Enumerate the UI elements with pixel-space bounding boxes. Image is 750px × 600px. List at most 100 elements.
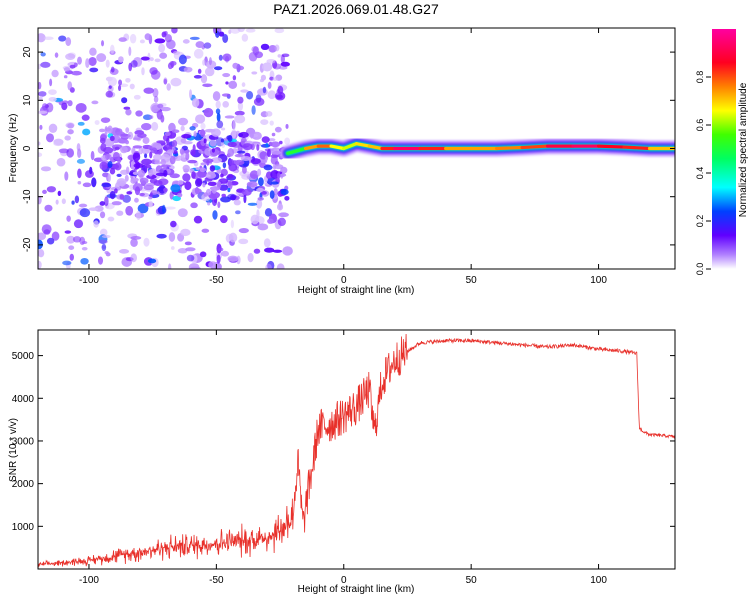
noise-blob xyxy=(190,266,201,269)
noise-blob xyxy=(108,85,112,89)
noise-blob xyxy=(38,33,46,43)
noise-blob xyxy=(100,117,111,124)
noise-blob xyxy=(186,254,195,262)
noise-blob xyxy=(282,246,293,256)
noise-blob xyxy=(125,77,131,83)
noise-blob xyxy=(73,219,84,229)
noise-blob xyxy=(140,56,150,61)
noise-blob xyxy=(195,41,205,48)
cluster-blob xyxy=(132,137,141,141)
noise-blob xyxy=(267,90,276,100)
noise-blob xyxy=(216,112,221,122)
cluster-blob xyxy=(99,161,108,171)
noise-blob xyxy=(77,168,82,179)
colorbar-tick-label: 0.2 xyxy=(695,215,705,228)
cluster-blob xyxy=(256,168,262,177)
noise-blob xyxy=(178,54,187,65)
noise-blob xyxy=(66,148,75,158)
noise-blob xyxy=(170,77,182,87)
cluster-blob xyxy=(116,178,127,187)
noise-blob xyxy=(64,135,72,141)
noise-blob xyxy=(222,72,231,78)
cluster-blob xyxy=(113,188,118,194)
cluster-blob xyxy=(149,192,153,198)
cluster-blob xyxy=(132,171,139,176)
noise-blob xyxy=(64,171,69,181)
noise-blob xyxy=(274,126,282,133)
cluster-blob xyxy=(203,138,207,144)
cluster-blob xyxy=(227,173,234,179)
noise-blob xyxy=(134,197,139,203)
noise-blob xyxy=(88,56,97,66)
noise-blob xyxy=(99,211,106,219)
cluster-blob xyxy=(211,148,215,153)
noise-blob xyxy=(177,117,189,126)
noise-blob xyxy=(118,249,130,254)
noise-blob xyxy=(233,199,241,206)
cluster-blob xyxy=(99,137,106,144)
noise-blob xyxy=(166,83,171,91)
noise-blob xyxy=(41,224,52,235)
noise-blob xyxy=(67,129,74,135)
noise-blob xyxy=(149,57,154,62)
noise-blob xyxy=(269,120,274,126)
cluster-blob xyxy=(200,129,206,138)
cluster-blob xyxy=(134,186,141,196)
noise-blob xyxy=(77,121,85,126)
cluster-blob xyxy=(103,146,114,154)
noise-blob xyxy=(195,114,206,124)
noise-blob xyxy=(63,67,70,72)
noise-blob xyxy=(207,201,211,206)
noise-blob xyxy=(193,215,203,224)
y-tick-label: -10 xyxy=(22,189,33,204)
cluster-blob xyxy=(284,195,290,201)
noise-blob xyxy=(260,43,270,51)
noise-blob xyxy=(157,103,164,109)
cluster-blob xyxy=(269,190,275,199)
noise-blob xyxy=(69,253,74,261)
cluster-blob xyxy=(105,153,112,160)
noise-blob xyxy=(149,115,154,119)
noise-blob xyxy=(278,66,288,70)
cluster-blob xyxy=(171,129,180,134)
cluster-blob xyxy=(120,133,129,137)
noise-blob xyxy=(38,232,47,241)
cluster-blob xyxy=(109,190,116,200)
noise-blob xyxy=(246,90,254,100)
x-tick-label: 100 xyxy=(590,575,607,586)
noise-blob xyxy=(203,42,212,49)
colorbar-label: Normalized spectral amplitude xyxy=(738,82,749,217)
noise-blob xyxy=(168,232,176,242)
noise-blob xyxy=(128,46,132,57)
noise-blob xyxy=(227,255,239,262)
noise-blob xyxy=(116,210,124,216)
noise-blob xyxy=(197,68,202,74)
noise-blob xyxy=(143,87,155,94)
cluster-blob xyxy=(172,195,182,202)
noise-blob xyxy=(247,202,258,206)
noise-blob xyxy=(151,121,159,131)
noise-blob xyxy=(272,249,283,253)
colorbar-ticks: 0.0 0.2 0.4 0.6 0.8 xyxy=(695,71,711,275)
noise-blob xyxy=(64,230,72,234)
noise-blob xyxy=(164,34,173,43)
noise-blob xyxy=(118,56,124,63)
noise-blob xyxy=(212,210,218,220)
noise-blob xyxy=(107,76,117,87)
cluster-blob xyxy=(220,173,224,178)
noise-blob xyxy=(221,93,231,97)
noise-blob xyxy=(101,40,105,47)
noise-blob xyxy=(203,107,214,118)
cluster-blob xyxy=(207,171,215,176)
cluster-blob xyxy=(164,131,171,136)
noise-blob xyxy=(253,97,265,106)
noise-blob xyxy=(240,89,249,93)
noise-blob xyxy=(43,36,54,41)
ridge-core-segment xyxy=(303,144,320,151)
noise-blob xyxy=(276,263,285,269)
noise-blob xyxy=(110,44,115,54)
noise-blob xyxy=(56,157,66,167)
y-tick-label: 20 xyxy=(22,46,33,58)
noise-blob xyxy=(277,217,286,227)
noise-blob xyxy=(281,53,290,58)
